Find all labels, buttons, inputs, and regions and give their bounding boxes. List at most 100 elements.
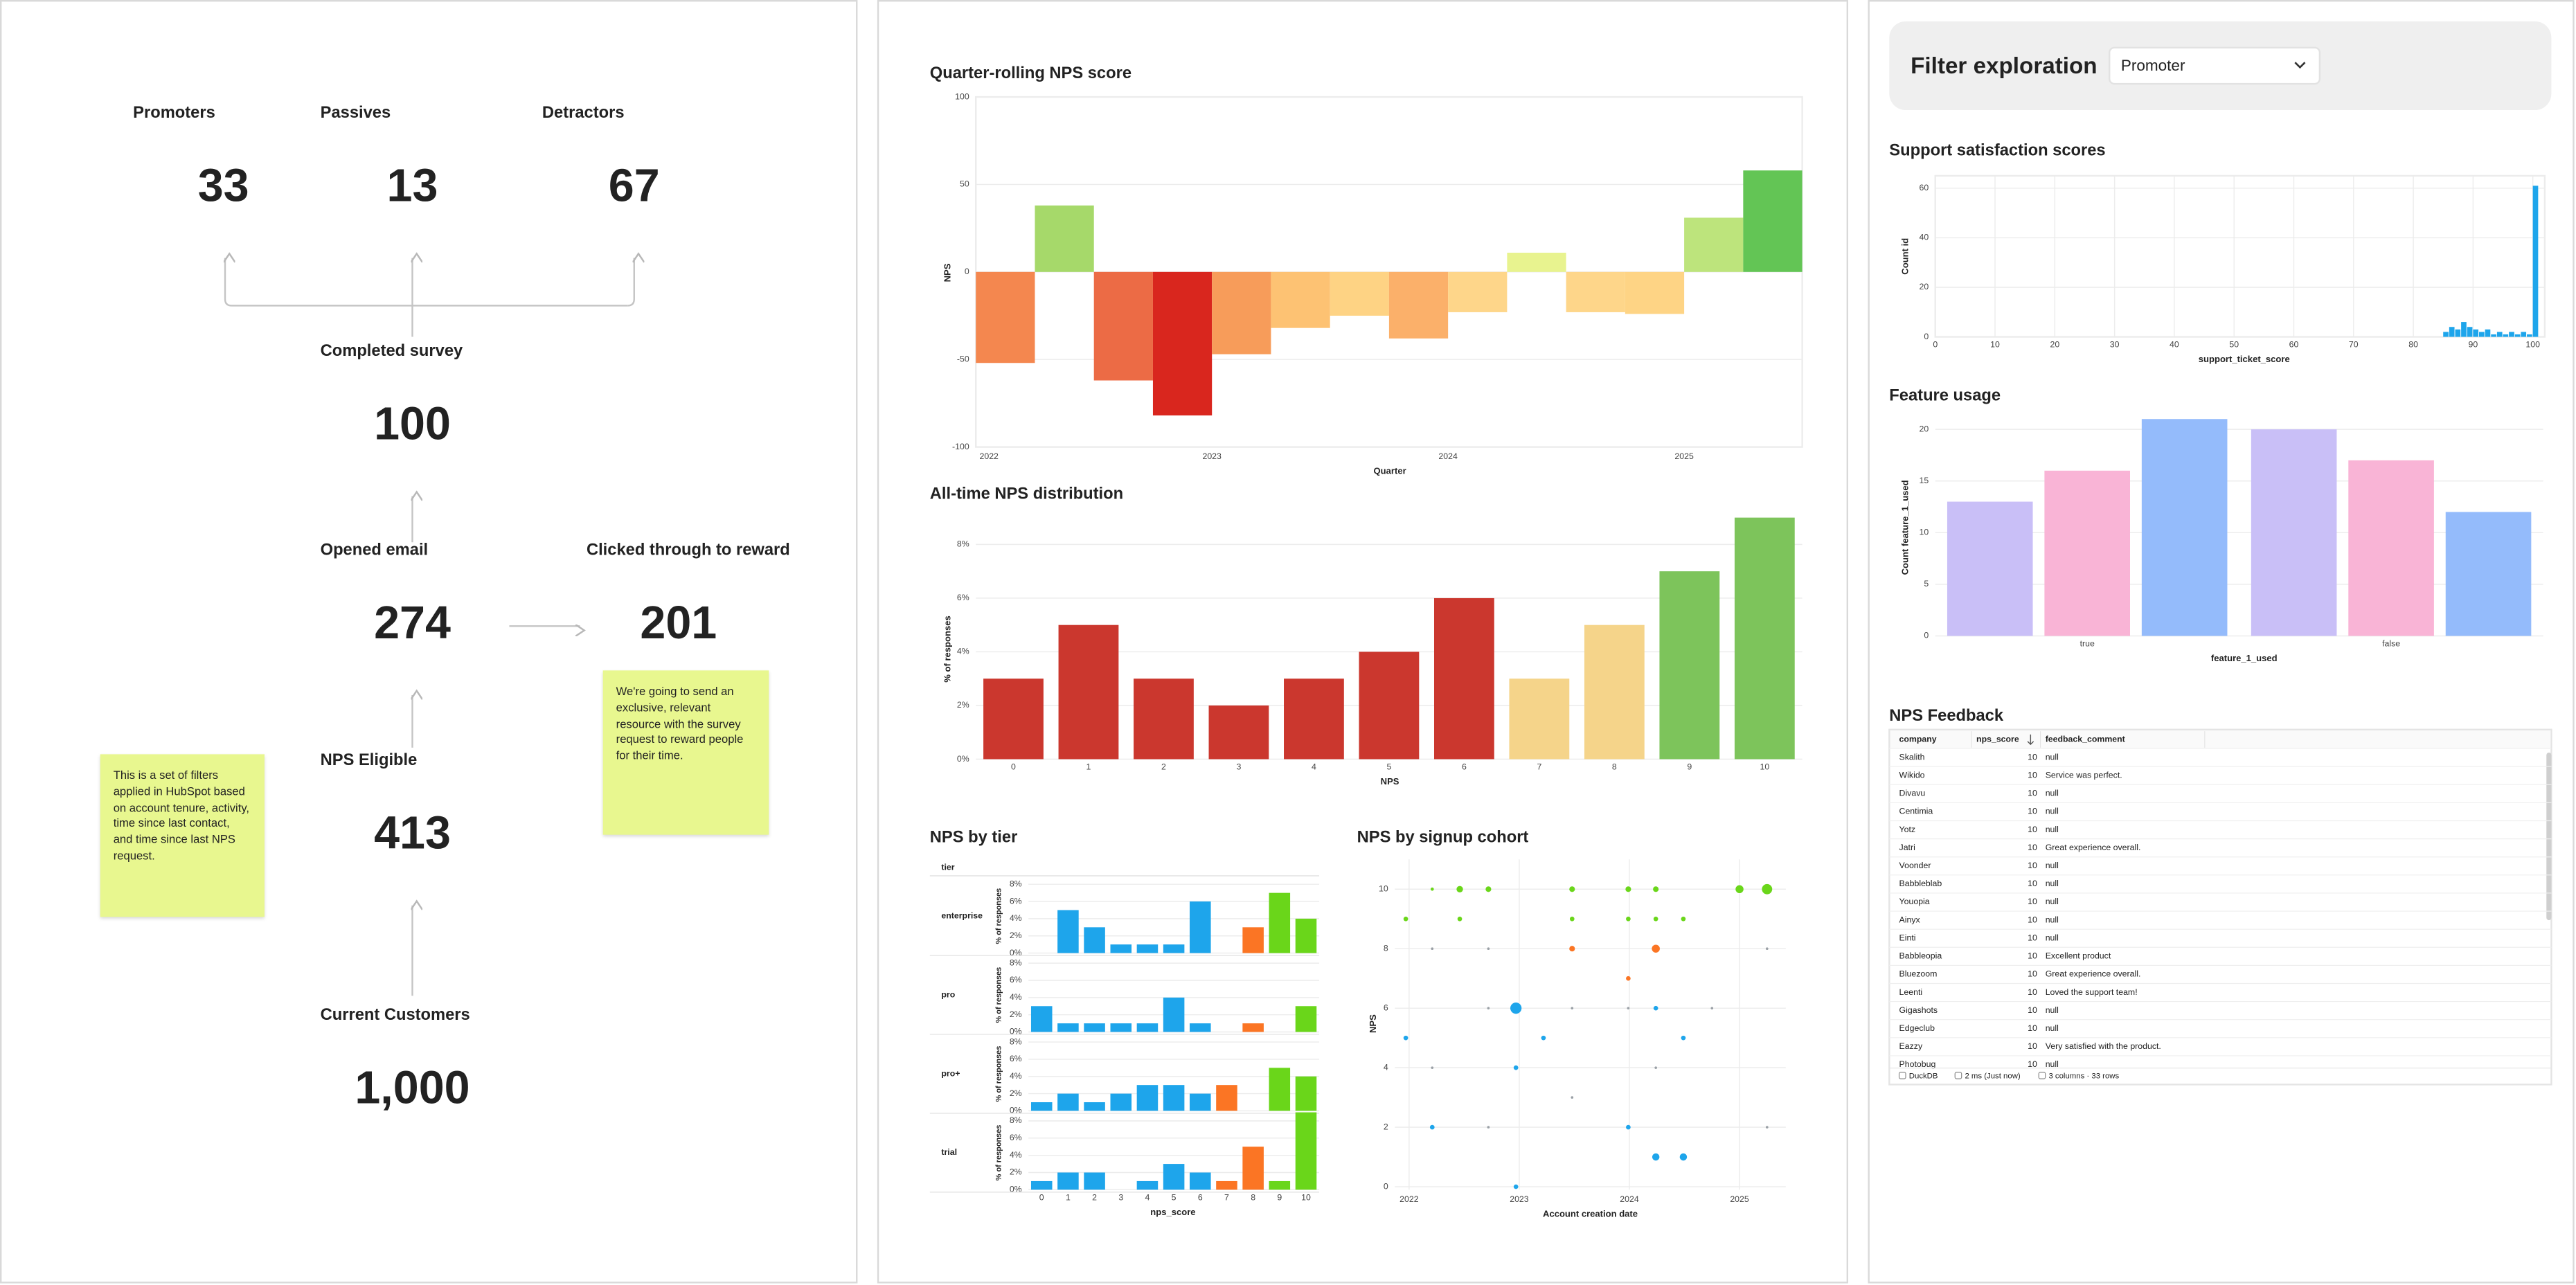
bar bbox=[1110, 1093, 1132, 1111]
bar bbox=[1216, 1180, 1237, 1190]
filter-title: Filter exploration bbox=[1911, 53, 2097, 79]
histogram-bar bbox=[2509, 332, 2514, 337]
y-tick-label: 4% bbox=[1010, 913, 1022, 923]
bar bbox=[1734, 517, 1795, 760]
node-label: Completed survey bbox=[321, 342, 463, 360]
y-tick-label: 4% bbox=[1010, 992, 1022, 1002]
x-tick-label: 30 bbox=[2110, 340, 2120, 350]
x-tick-label: 9 bbox=[1687, 762, 1692, 772]
x-tick-label: 0 bbox=[1011, 762, 1016, 772]
bar bbox=[1136, 1023, 1159, 1032]
bar bbox=[1242, 1023, 1264, 1032]
x-tick-label: 2 bbox=[1092, 1192, 1097, 1202]
point bbox=[1487, 947, 1490, 951]
table-cell: Wikido bbox=[1899, 770, 1925, 780]
bar bbox=[1359, 652, 1420, 760]
bar bbox=[1110, 944, 1132, 953]
point bbox=[1513, 1065, 1519, 1070]
x-tick-label: 2 bbox=[1161, 762, 1166, 772]
x-tick-label: 20 bbox=[2050, 340, 2059, 350]
point bbox=[1765, 947, 1769, 951]
y-axis-title: % of responses bbox=[994, 1046, 1003, 1102]
bar bbox=[1163, 997, 1185, 1032]
point bbox=[1735, 885, 1744, 894]
facet-header: tier bbox=[941, 862, 954, 872]
scrollbar[interactable] bbox=[2546, 753, 2552, 921]
point bbox=[1510, 1003, 1522, 1014]
point bbox=[1513, 1184, 1519, 1189]
histogram-bar bbox=[2473, 329, 2479, 337]
bar bbox=[983, 679, 1044, 760]
table-cell: Centimia bbox=[1899, 807, 1933, 816]
y-tick-label: 4% bbox=[1010, 1150, 1022, 1160]
table-cell: null bbox=[2046, 1059, 2059, 1069]
x-tick-label: 2024 bbox=[1620, 1194, 1639, 1204]
point bbox=[1403, 916, 1408, 922]
point bbox=[1571, 1007, 1574, 1009]
x-tick-label: 6 bbox=[1462, 762, 1467, 772]
sort-icon[interactable] bbox=[2027, 734, 2034, 746]
sticky-note-body: We're going to send an exclusive, releva… bbox=[616, 687, 744, 763]
node-value: 1,000 bbox=[355, 1062, 469, 1113]
bar bbox=[1057, 1023, 1079, 1032]
bar bbox=[976, 271, 1035, 363]
table-cell: null bbox=[2046, 1023, 2059, 1033]
table-cell: Edgeclub bbox=[1899, 1023, 1935, 1033]
table-cell: null bbox=[2046, 1005, 2059, 1015]
dropdown-chevron[interactable] bbox=[2294, 62, 2306, 69]
bar bbox=[1030, 1006, 1053, 1032]
histogram-bar bbox=[2532, 186, 2539, 337]
y-tick-label: 4% bbox=[1010, 1071, 1022, 1081]
y-tick-label: 2% bbox=[1010, 1167, 1022, 1177]
y-tick-label: 6% bbox=[1010, 975, 1022, 985]
x-tick-label: 50 bbox=[2229, 340, 2239, 350]
filter-value[interactable]: Promoter bbox=[2121, 57, 2185, 74]
table-cell: Leenti bbox=[1899, 987, 1923, 997]
bar bbox=[1295, 1112, 1317, 1190]
histogram-bar bbox=[2496, 332, 2503, 337]
bar bbox=[1152, 271, 1213, 416]
histogram-bar bbox=[2514, 334, 2521, 337]
y-tick-label: 0% bbox=[1010, 1106, 1022, 1115]
table-footer: 2 ms (Just now) bbox=[1965, 1072, 2020, 1081]
x-tick-label: 10 bbox=[1301, 1192, 1311, 1202]
y-tick-label: 20 bbox=[1920, 424, 1929, 433]
x-tick-label: 10 bbox=[1760, 762, 1769, 772]
bar bbox=[1190, 1172, 1211, 1190]
bar bbox=[1269, 1068, 1291, 1111]
bar bbox=[1134, 679, 1194, 760]
point bbox=[1710, 1007, 1714, 1009]
bar bbox=[1947, 501, 2033, 636]
x-tick-label: 0 bbox=[1933, 340, 1938, 350]
filter-dropdown[interactable] bbox=[2109, 46, 2321, 85]
y-tick-label: 100 bbox=[955, 91, 969, 101]
y-tick-label: 8% bbox=[1010, 879, 1022, 888]
node-value: 201 bbox=[640, 597, 717, 649]
chart-title: All-time NPS distribution bbox=[930, 485, 1123, 503]
table-cell: Very satisfied with the product. bbox=[2046, 1041, 2161, 1051]
y-tick-label: 40 bbox=[1920, 233, 1929, 242]
y-tick-label: 2% bbox=[1010, 931, 1022, 940]
histogram-bar bbox=[2485, 329, 2491, 337]
footer-icon bbox=[1954, 1072, 1962, 1079]
bar bbox=[1295, 918, 1317, 953]
x-tick-label: 5 bbox=[1172, 1192, 1177, 1202]
point bbox=[1457, 916, 1463, 922]
point bbox=[1431, 1066, 1434, 1069]
point bbox=[1431, 947, 1434, 951]
x-tick-label: 3 bbox=[1118, 1192, 1123, 1202]
bar bbox=[1136, 944, 1159, 953]
table-cell: 10 bbox=[2028, 1059, 2037, 1069]
y-axis-title: % of responses bbox=[942, 615, 952, 682]
bar bbox=[1295, 1076, 1317, 1111]
table-cell: Gigashots bbox=[1899, 1005, 1938, 1015]
y-tick-label: 6 bbox=[1384, 1003, 1388, 1012]
x-tick-label: 8 bbox=[1612, 762, 1617, 772]
histogram-bar bbox=[2467, 327, 2473, 337]
table-cell: Youopia bbox=[1899, 897, 1930, 906]
table-cell: 10 bbox=[2028, 915, 2037, 924]
bar bbox=[1433, 597, 1494, 760]
bar bbox=[1057, 910, 1079, 953]
point bbox=[1762, 883, 1773, 895]
